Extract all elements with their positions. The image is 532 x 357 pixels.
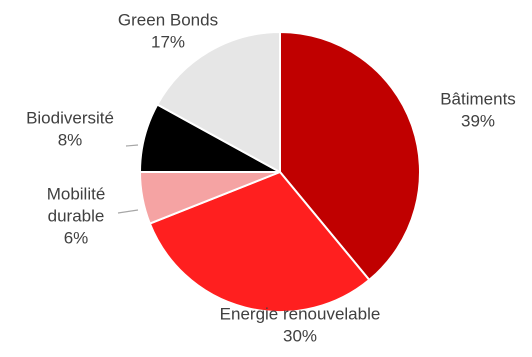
slice-value-energie-renouvelable: 30% xyxy=(283,326,317,345)
data-labels: Bâtiments 39% Energie renouvelable 30% Mobil… xyxy=(26,10,516,345)
data-label-biodiversite: Biodiversité 8% xyxy=(26,108,114,149)
slice-value-biodiversite: 8% xyxy=(58,130,83,149)
leader-line-mobilite-durable xyxy=(117,209,139,214)
slice-label-mobilite-durable: Mobilité xyxy=(47,184,106,203)
data-label-energie-renouvelable: Energie renouvelable 30% xyxy=(220,304,381,345)
slice-label-green-bonds: Green Bonds xyxy=(118,10,218,29)
leader-line-biodiversite xyxy=(125,144,139,147)
slice-value-batiments: 39% xyxy=(461,111,495,130)
data-label-batiments: Bâtiments 39% xyxy=(440,89,516,130)
data-label-green-bonds: Green Bonds 17% xyxy=(118,10,218,51)
slice-label-mobilite-durable-1: durable xyxy=(48,206,105,225)
pie-slice-batiments xyxy=(279,31,421,281)
slice-value-mobilite-durable: 6% xyxy=(64,228,89,247)
pie-slices xyxy=(139,31,421,313)
pie-slice-energie-renouvelable xyxy=(148,171,371,313)
pie-slice-green-bonds xyxy=(156,31,281,173)
slice-label-batiments: Bâtiments xyxy=(440,89,516,108)
slice-label-energie-renouvelable: Energie renouvelable xyxy=(220,304,381,323)
slice-label-biodiversite: Biodiversité xyxy=(26,108,114,127)
slice-value-green-bonds: 17% xyxy=(151,32,185,51)
leader-lines xyxy=(117,144,139,214)
data-label-mobilite-durable: Mobilité durable 6% xyxy=(47,184,106,247)
